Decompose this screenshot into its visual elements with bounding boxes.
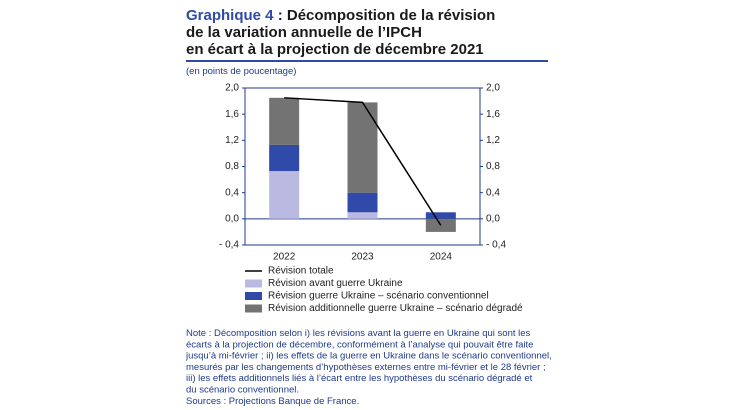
y2-tick-label: 1,6 bbox=[486, 109, 500, 120]
y-tick-label: - 0,4 bbox=[219, 240, 239, 251]
legend-swatch bbox=[245, 304, 262, 313]
chart-title: de la variation annuelle de l’IPCH bbox=[186, 24, 422, 41]
bar bbox=[347, 192, 378, 213]
y-tick-label: 0,8 bbox=[225, 161, 239, 172]
y2-tick-label: 0,0 bbox=[486, 213, 500, 224]
x-tick-label: 2024 bbox=[430, 252, 453, 263]
line bbox=[284, 97, 442, 226]
y-tick-label: 0,4 bbox=[225, 187, 239, 198]
subtitle: (en points de poucentage) bbox=[186, 66, 296, 77]
note: Note : Décomposition selon i) les révisi… bbox=[186, 328, 531, 339]
title-text: : Décomposition de la révision bbox=[278, 7, 496, 24]
chart-title: en écart à la projection de décembre 202… bbox=[186, 41, 484, 58]
y2-tick-label: - 0,4 bbox=[486, 240, 506, 251]
legend-swatch bbox=[245, 279, 262, 288]
legend-swatch bbox=[245, 292, 262, 300]
y-tick-label: 1,6 bbox=[225, 109, 239, 120]
y2-tick-label: 0,4 bbox=[486, 187, 500, 198]
bar bbox=[347, 212, 378, 219]
y2-tick-label: 2,0 bbox=[486, 83, 500, 94]
y-tick-label: 1,2 bbox=[225, 135, 239, 146]
bar bbox=[347, 102, 378, 193]
legend-label: Révision guerre Ukraine – scénario conve… bbox=[268, 291, 489, 302]
bar bbox=[269, 97, 300, 145]
y2-tick-label: 0,8 bbox=[486, 161, 500, 172]
note: jusqu’à mi-février ; ii) les effets de l… bbox=[185, 351, 552, 362]
legend-label: Révision totale bbox=[268, 266, 334, 277]
x-tick-label: 2023 bbox=[351, 252, 374, 263]
y2-tick-label: 1,2 bbox=[486, 135, 500, 146]
x-tick-label: 2022 bbox=[273, 252, 296, 263]
note: du scénario conventionnel. bbox=[186, 385, 299, 396]
note: écarts à la projection de décembre, conf… bbox=[186, 339, 533, 350]
title-number: Graphique 4 bbox=[186, 7, 274, 24]
chart-title: Graphique 4 : Décomposition de la révisi… bbox=[186, 7, 495, 24]
y-tick-label: 2,0 bbox=[225, 83, 239, 94]
bar bbox=[269, 144, 300, 172]
bar bbox=[269, 171, 300, 219]
legend-label: Révision avant guerre Ukraine bbox=[268, 278, 403, 289]
bar bbox=[425, 212, 456, 219]
y-tick-label: 0,0 bbox=[225, 213, 239, 224]
note: mesurés par les changements d’hypothèses… bbox=[186, 362, 546, 373]
legend-label: Révision additionnelle guerre Ukraine – … bbox=[268, 303, 523, 314]
source: Sources : Projections Banque de France. bbox=[186, 396, 359, 407]
note: iii) les effets additionnels liés à l’éc… bbox=[186, 373, 533, 384]
